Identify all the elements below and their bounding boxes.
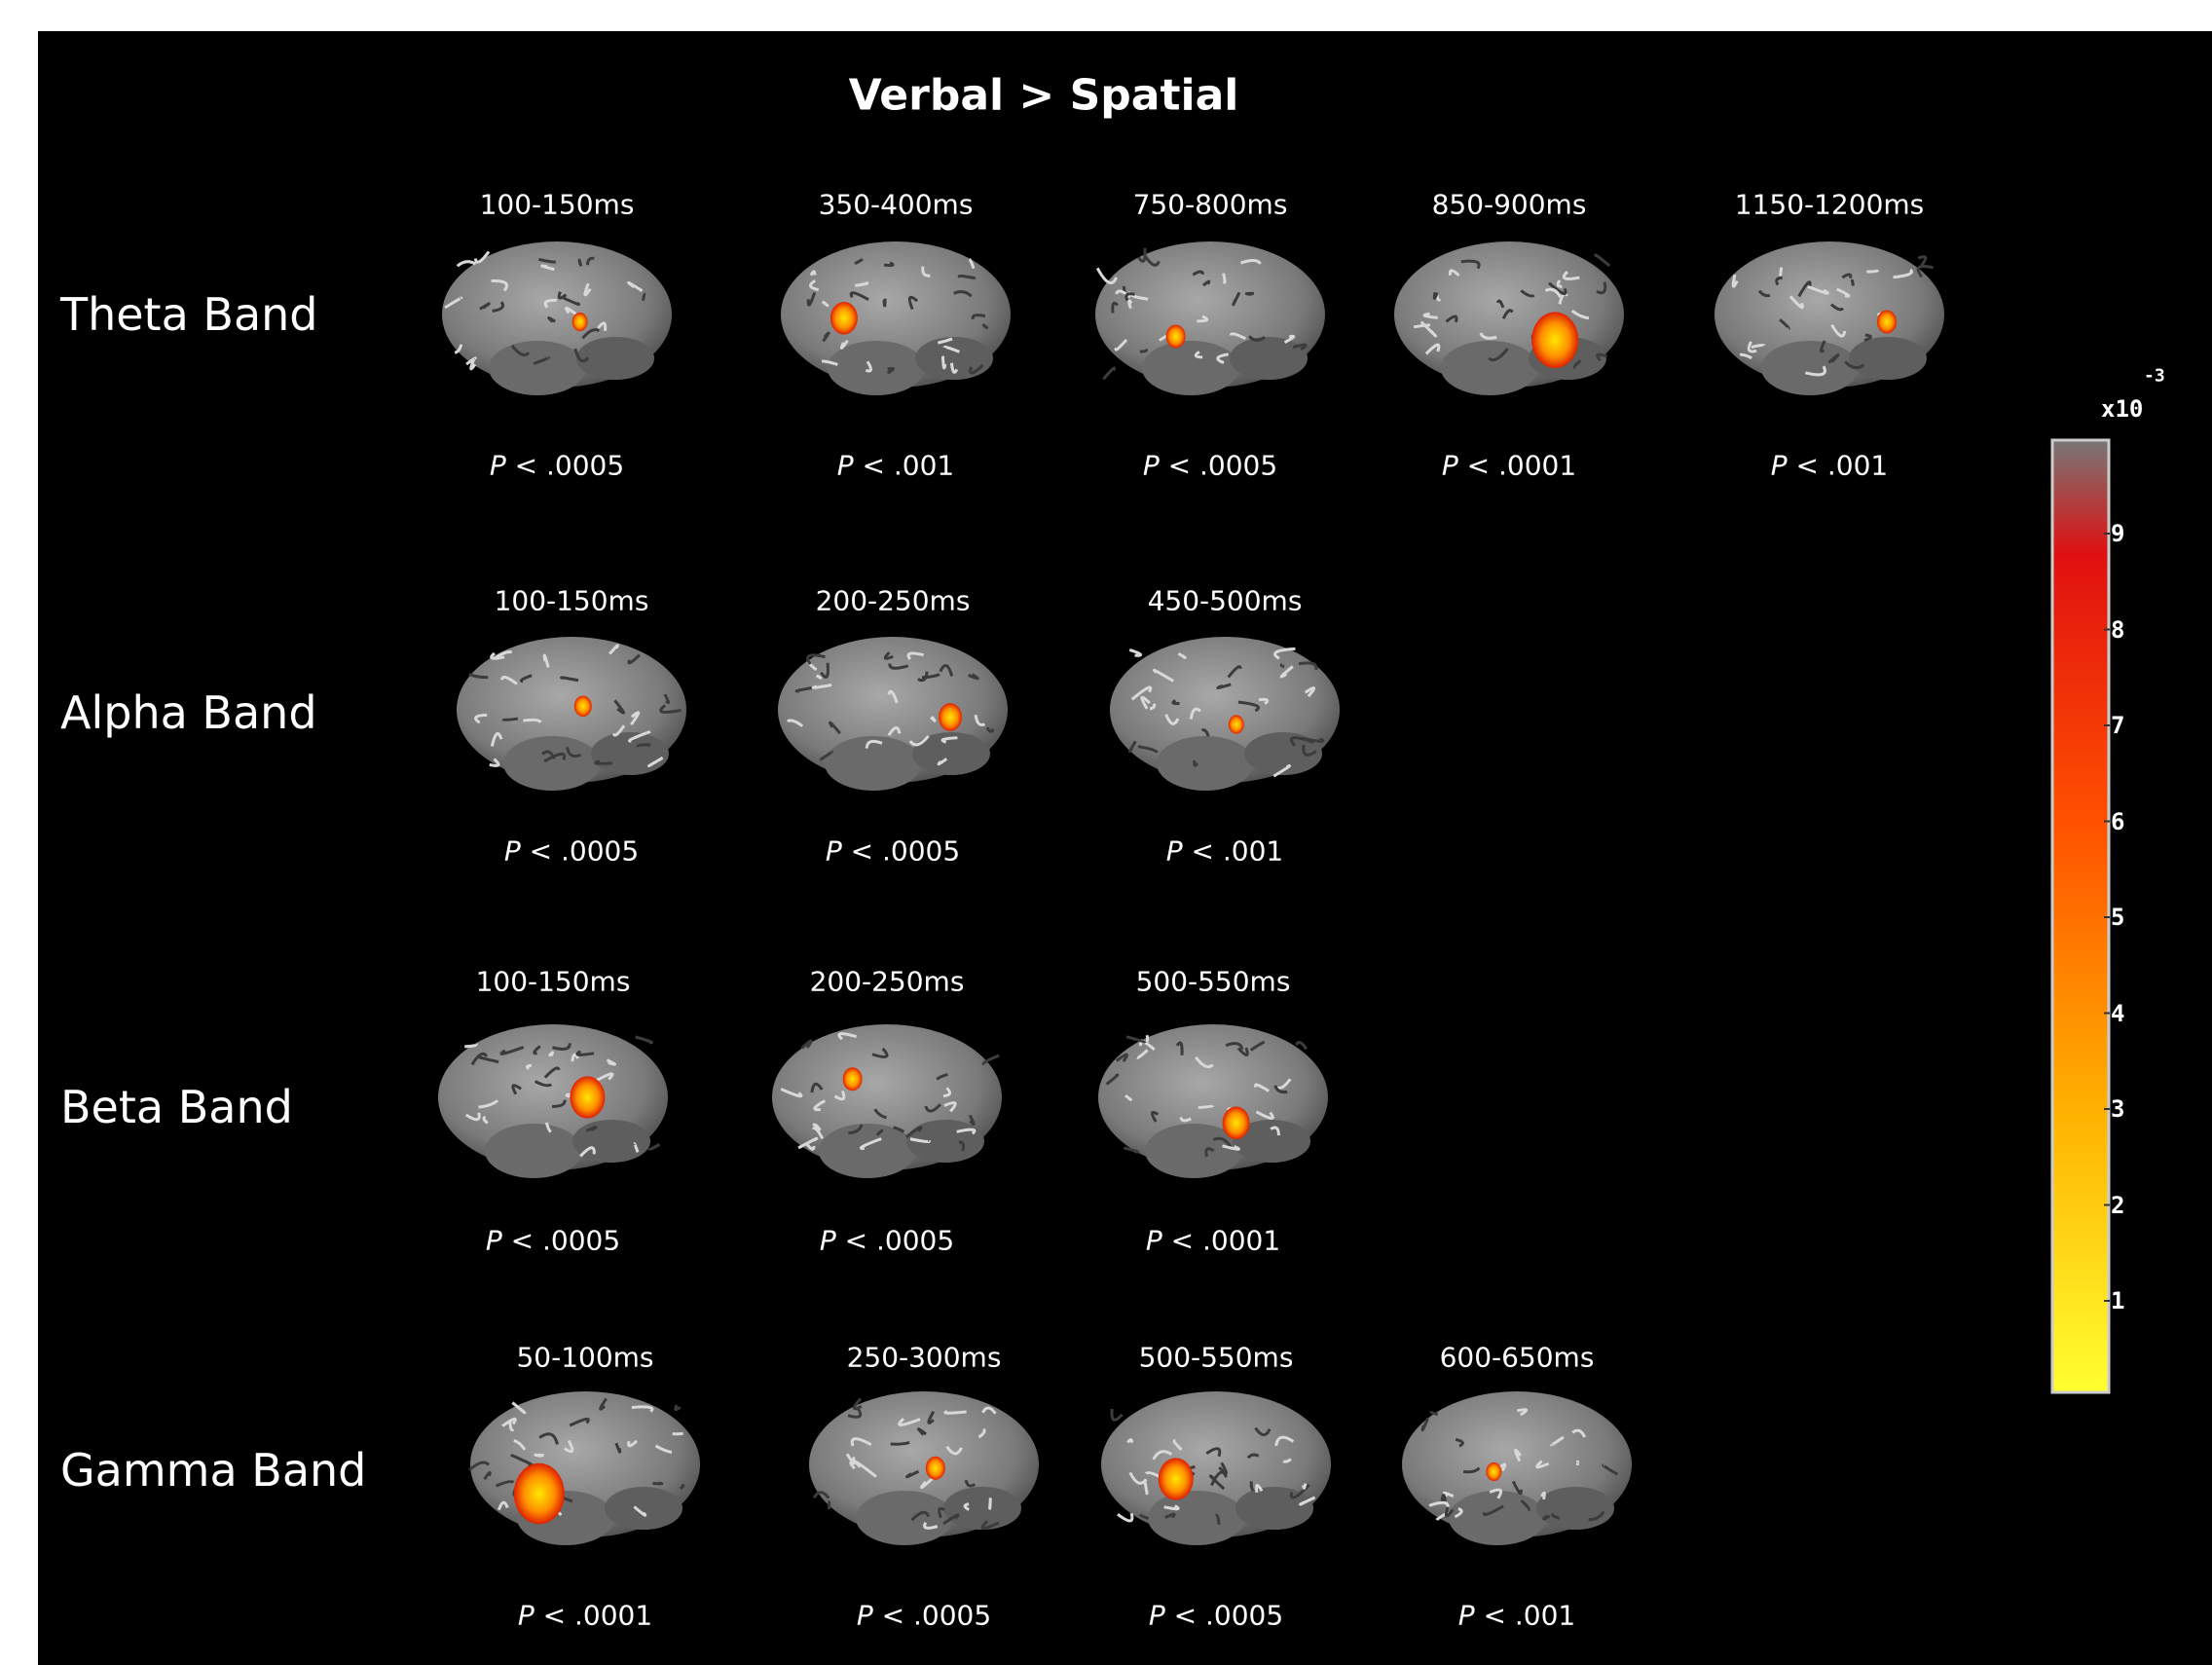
brain-map [431, 1015, 675, 1200]
colorbar-tick-label: 2 [2111, 1192, 2124, 1219]
time-window: 600-650ms [1440, 1342, 1595, 1374]
time-window: 100-150ms [480, 189, 635, 221]
colorbar-tick-label: 1 [2111, 1287, 2124, 1314]
time-window: 450-500ms [1148, 585, 1303, 617]
time-window: 500-550ms [1136, 966, 1291, 998]
p-value: P < .001 [837, 450, 955, 482]
colorbar-tick-label: 5 [2111, 904, 2124, 931]
p-value: P < .0005 [1149, 1600, 1283, 1632]
colorbar-tick-label: 8 [2111, 616, 2124, 644]
time-window: 1150-1200ms [1735, 189, 1924, 221]
p-value: P < .0005 [1143, 450, 1277, 482]
time-window: 850-900ms [1432, 189, 1587, 221]
time-window: 200-250ms [816, 585, 971, 617]
brain-map [1091, 1015, 1335, 1200]
time-window: 200-250ms [810, 966, 965, 998]
time-window: 750-800ms [1133, 189, 1288, 221]
time-window: 100-150ms [476, 966, 631, 998]
brain-map [1094, 1382, 1338, 1567]
time-window: 500-550ms [1139, 1342, 1294, 1374]
band-label: Alpha Band [60, 686, 317, 739]
p-value: P < .0005 [857, 1600, 991, 1632]
figure-title: Verbal > Spatial [849, 71, 1239, 121]
page: {"title":"Verbal > Spatial", "rows":[ {"… [0, 0, 2212, 1665]
time-window: 350-400ms [819, 189, 974, 221]
colorbar-base: x10 [2101, 395, 2143, 423]
p-value: P < .0005 [504, 835, 639, 868]
p-value: P < .0005 [826, 835, 960, 868]
time-window: 100-150ms [495, 585, 649, 617]
brain-map [1088, 232, 1332, 417]
colorbar [2049, 438, 2118, 1402]
time-window: 50-100ms [516, 1342, 653, 1374]
brain-map [1395, 1382, 1639, 1567]
band-label: Gamma Band [60, 1444, 366, 1497]
p-value: P < .0005 [490, 450, 624, 482]
brain-map [1708, 232, 1951, 417]
p-value: P < .0005 [820, 1225, 954, 1257]
p-value: P < .001 [1166, 835, 1284, 868]
colorbar-tick-label: 4 [2111, 1000, 2124, 1027]
brain-map [1103, 627, 1346, 812]
colorbar-tick-label: 7 [2111, 712, 2124, 739]
band-label: Theta Band [60, 288, 318, 341]
colorbar-exponent: -3 [2144, 366, 2165, 387]
colorbar-tick-label: 3 [2111, 1095, 2124, 1123]
brain-map [765, 1015, 1009, 1200]
p-value: P < .0001 [1146, 1225, 1280, 1257]
p-value: P < .0001 [518, 1600, 652, 1632]
brain-map [771, 627, 1014, 812]
brain-map [802, 1382, 1046, 1567]
colorbar-tick-label: 6 [2111, 808, 2124, 835]
brain-map [1387, 232, 1631, 417]
p-value: P < .0001 [1442, 450, 1576, 482]
p-value: P < .001 [1771, 450, 1889, 482]
brain-map [450, 627, 693, 812]
brain-map [435, 232, 679, 417]
time-window: 250-300ms [847, 1342, 1002, 1374]
band-label: Beta Band [60, 1081, 293, 1133]
p-value: P < .0005 [486, 1225, 620, 1257]
brain-map [463, 1382, 707, 1567]
p-value: P < .001 [1458, 1600, 1576, 1632]
colorbar-tick-label: 9 [2111, 520, 2124, 547]
brain-map [774, 232, 1017, 417]
